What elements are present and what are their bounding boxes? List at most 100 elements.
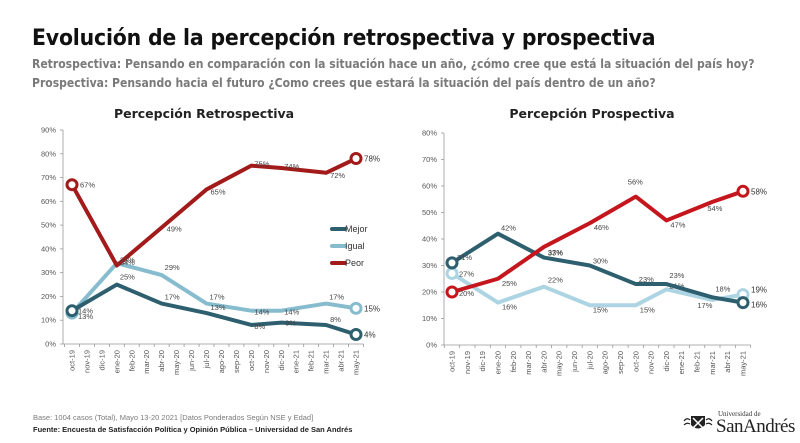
x-tick-label: jul-20 (585, 351, 594, 370)
data-label-igual: 15% (364, 304, 380, 313)
logo-text-main: SanAndrés (716, 416, 795, 437)
x-tick-label: feb-20 (127, 350, 136, 371)
chart-title-retro: Percepción Retrospectiva (114, 106, 294, 121)
series-marker-mejor (349, 327, 363, 341)
data-label-mejor: 18% (715, 284, 730, 293)
y-tick-label: 50% (41, 221, 56, 230)
data-label-peor: 56% (628, 178, 643, 187)
data-label-mejor: 16% (751, 301, 767, 310)
data-label-peor: 67% (80, 181, 95, 190)
data-label-peor: 54% (707, 204, 722, 213)
x-tick-label: dic-20 (662, 351, 671, 371)
series-marker-mejor (65, 304, 79, 318)
data-label-peor: 58% (751, 187, 767, 196)
x-tick-label: ene-20 (493, 351, 502, 374)
y-tick-label: 80% (422, 129, 437, 138)
x-tick-label: ago-20 (217, 350, 226, 373)
x-tick-label: jun-20 (187, 350, 196, 372)
series-marker-peor (736, 184, 750, 198)
data-label-peor: 49% (167, 224, 182, 233)
data-label-mejor: 13% (211, 303, 226, 312)
x-tick-label: oct-20 (247, 350, 256, 371)
y-tick-label: 50% (422, 208, 437, 217)
x-tick-label: may-20 (172, 350, 181, 375)
data-label-mejor: 9% (285, 319, 296, 328)
x-tick-label: ene-20 (112, 350, 121, 373)
data-label-mejor: 31% (457, 253, 472, 262)
university-crest-icon (683, 416, 713, 429)
data-label-peor: 75% (254, 160, 269, 169)
series-line-peor-prosp (450, 189, 745, 294)
subtitle-retrospective: Retrospectiva: Pensando en comparación c… (32, 56, 755, 71)
series-line-igual-prosp (450, 271, 745, 308)
series-marker-mejor (736, 296, 750, 310)
chart-title-prosp: Percepción Prospectiva (509, 106, 674, 121)
series-line-mejor-retro (70, 282, 358, 337)
data-label-igual: 14% (254, 308, 269, 317)
data-label-peor: 46% (594, 223, 609, 232)
y-tick-label: 0% (426, 341, 437, 350)
data-label-mejor: 4% (364, 330, 376, 339)
x-tick-label: dic-19 (97, 350, 106, 370)
data-label-igual: 15% (593, 305, 608, 314)
x-tick-label: oct-19 (68, 350, 77, 371)
data-label-mejor: 33% (548, 249, 563, 258)
page-title: Evolución de la percepción retrospectiva… (32, 26, 656, 51)
y-tick-label: 20% (422, 288, 437, 297)
data-label-peor: 33% (120, 256, 135, 265)
data-label-mejor: 17% (165, 293, 180, 302)
data-label-peor: 47% (670, 220, 685, 229)
x-tick-label: mar-21 (322, 350, 331, 374)
x-tick-label: abr-20 (157, 350, 166, 372)
x-tick-label: mar-20 (524, 351, 533, 375)
x-tick-label: jul-20 (202, 350, 211, 369)
x-tick-label: ene-21 (677, 351, 686, 374)
data-label-igual: 15% (640, 305, 655, 314)
data-label-peor: 20% (459, 289, 474, 298)
x-tick-label: may-20 (555, 351, 564, 376)
series-line-peor-retro (70, 156, 358, 268)
data-label-igual: 14% (284, 308, 299, 317)
y-tick-label: 20% (41, 292, 56, 301)
data-label-igual: 34% (120, 258, 135, 267)
legend-label-mejor: Mejor (345, 224, 368, 234)
x-tick-label: sep-20 (616, 351, 625, 374)
x-tick-label: nov-20 (647, 351, 656, 374)
data-label-mejor: 23% (639, 275, 654, 284)
series-line-mejor-prosp (450, 231, 745, 305)
university-logo: Universidad de SanAndrés (680, 408, 795, 438)
x-tick-label: oct-20 (631, 351, 640, 372)
x-tick-label: jun-20 (570, 351, 579, 373)
data-label-igual: 29% (165, 263, 180, 272)
x-tick-label: dic-20 (277, 350, 286, 370)
x-tick-label: may-21 (739, 351, 748, 376)
x-tick-label: nov-19 (463, 351, 472, 374)
x-tick-label: sep-20 (232, 350, 241, 373)
data-label-igual: 16% (502, 303, 517, 312)
data-label-mejor: 23% (669, 271, 684, 280)
x-tick-label: mar-20 (142, 350, 151, 374)
data-label-mejor: 8% (254, 322, 265, 331)
data-label-igual: 22% (548, 276, 563, 285)
data-label-peor: 37% (548, 248, 563, 257)
x-tick-label: ene-21 (292, 350, 301, 373)
x-tick-label: abr-20 (539, 351, 548, 373)
y-tick-label: 90% (41, 126, 56, 135)
x-tick-label: nov-19 (82, 350, 91, 373)
data-label-peor: 74% (284, 162, 299, 171)
y-tick-label: 60% (422, 182, 437, 191)
data-label-peor: 72% (330, 171, 345, 180)
x-tick-label: feb-21 (307, 350, 316, 371)
x-tick-label: feb-20 (509, 351, 518, 372)
x-tick-label: ago-20 (601, 351, 610, 374)
data-label-mejor: 8% (330, 315, 341, 324)
series-marker-igual (349, 301, 363, 315)
x-tick-label: dic-19 (478, 351, 487, 371)
data-label-peor: 25% (502, 279, 517, 288)
y-tick-label: 10% (422, 314, 437, 323)
y-tick-label: 40% (422, 235, 437, 244)
data-label-igual: 17% (210, 293, 225, 302)
y-tick-label: 70% (422, 155, 437, 164)
y-tick-label: 60% (41, 197, 56, 206)
